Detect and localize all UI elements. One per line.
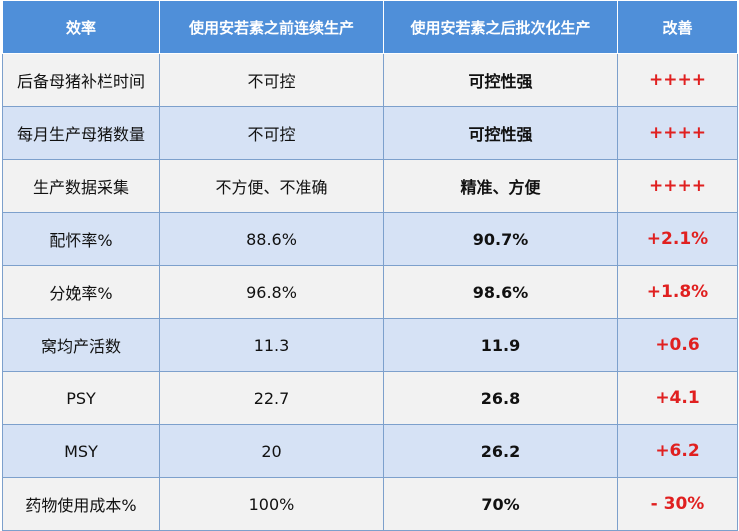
header-efficiency: 效率: [2, 0, 160, 54]
table-row: MSY 20 26.2 +6.2: [2, 424, 738, 478]
after-cell: 26.2: [383, 424, 618, 478]
after-cell: 90.7%: [383, 212, 618, 266]
table-row: 窝均产活数 11.3 11.9 +0.6: [2, 318, 738, 372]
before-cell: 96.8%: [159, 265, 384, 319]
before-cell: 100%: [159, 477, 384, 531]
table-header-row: 效率 使用安若素之前连续生产 使用安若素之后批次化生产 改善: [2, 0, 738, 54]
improvement-cell: +1.8%: [617, 265, 738, 319]
table-row: 生产数据采集 不方便、不准确 精准、方便 ++++: [2, 159, 738, 213]
metric-cell: 配怀率%: [2, 212, 160, 266]
table-row: 配怀率% 88.6% 90.7% +2.1%: [2, 212, 738, 266]
after-cell: 98.6%: [383, 265, 618, 319]
metric-cell: 后备母猪补栏时间: [2, 53, 160, 107]
after-cell: 70%: [383, 477, 618, 531]
after-cell: 精准、方便: [383, 159, 618, 213]
metric-cell: 药物使用成本%: [2, 477, 160, 531]
improvement-cell: +0.6: [617, 318, 738, 372]
before-cell: 22.7: [159, 371, 384, 425]
improvement-cell: +6.2: [617, 424, 738, 478]
header-improvement: 改善: [617, 0, 738, 54]
before-cell: 20: [159, 424, 384, 478]
header-before-continuous: 使用安若素之前连续生产: [159, 0, 384, 54]
metric-cell: 每月生产母猪数量: [2, 106, 160, 160]
header-after-batch: 使用安若素之后批次化生产: [383, 0, 618, 54]
before-cell: 不方便、不准确: [159, 159, 384, 213]
improvement-cell: ++++: [617, 106, 738, 160]
after-cell: 可控性强: [383, 53, 618, 107]
before-cell: 88.6%: [159, 212, 384, 266]
after-cell: 11.9: [383, 318, 618, 372]
table-row: 药物使用成本% 100% 70% - 30%: [2, 477, 738, 531]
table-row: 分娩率% 96.8% 98.6% +1.8%: [2, 265, 738, 319]
improvement-cell: - 30%: [617, 477, 738, 531]
metric-cell: 生产数据采集: [2, 159, 160, 213]
improvement-cell: ++++: [617, 53, 738, 107]
before-cell: 不可控: [159, 53, 384, 107]
table-row: PSY 22.7 26.8 +4.1: [2, 371, 738, 425]
metric-cell: MSY: [2, 424, 160, 478]
improvement-cell: +2.1%: [617, 212, 738, 266]
before-cell: 11.3: [159, 318, 384, 372]
table-row: 后备母猪补栏时间 不可控 可控性强 ++++: [2, 53, 738, 107]
improvement-cell: +4.1: [617, 371, 738, 425]
after-cell: 可控性强: [383, 106, 618, 160]
after-cell: 26.8: [383, 371, 618, 425]
before-cell: 不可控: [159, 106, 384, 160]
table-row: 每月生产母猪数量 不可控 可控性强 ++++: [2, 106, 738, 160]
metric-cell: PSY: [2, 371, 160, 425]
metric-cell: 窝均产活数: [2, 318, 160, 372]
metric-cell: 分娩率%: [2, 265, 160, 319]
improvement-cell: ++++: [617, 159, 738, 213]
